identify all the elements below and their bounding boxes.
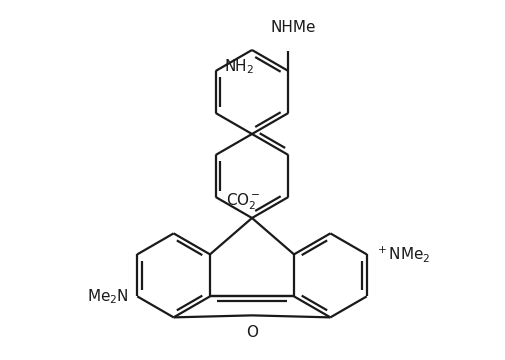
Text: CO$_2^-$: CO$_2^-$	[226, 192, 260, 212]
Text: NH$_2$: NH$_2$	[224, 58, 254, 76]
Text: NHMe: NHMe	[271, 20, 316, 35]
Text: $^+$NMe$_2$: $^+$NMe$_2$	[375, 244, 430, 264]
Text: O: O	[246, 325, 258, 340]
Text: Me$_2$N: Me$_2$N	[87, 287, 129, 306]
